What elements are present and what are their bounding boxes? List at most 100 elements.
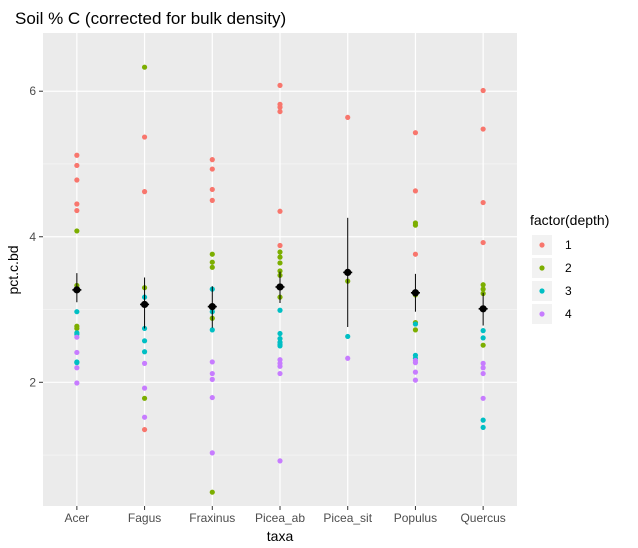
chart-title: Soil % C (corrected for bulk density): [15, 9, 286, 28]
data-point: [412, 377, 419, 383]
x-tick-label: Quercus: [460, 511, 505, 525]
data-point: [480, 342, 486, 348]
data-point: [277, 458, 283, 464]
data-point: [277, 260, 283, 266]
data-point: [141, 64, 148, 70]
legend: factor(depth) 1 2 3 4: [530, 212, 609, 324]
data-point: [74, 228, 80, 234]
data-point: [74, 334, 80, 340]
legend-swatch: [539, 265, 545, 271]
data-point: [480, 417, 486, 423]
data-point: [141, 134, 148, 140]
data-point: [209, 166, 215, 172]
data-point: [209, 359, 215, 365]
data-point: [74, 325, 80, 332]
data-point: [141, 426, 148, 433]
data-point: [209, 259, 215, 265]
data-points: [74, 64, 486, 495]
data-point: [74, 152, 80, 158]
data-point: [480, 335, 486, 341]
data-point: [141, 395, 148, 401]
data-point: [412, 130, 419, 136]
legend-label: 4: [565, 307, 572, 321]
data-point: [480, 87, 486, 94]
data-point: [209, 197, 215, 203]
data-point: [74, 207, 80, 214]
data-point: [74, 177, 80, 183]
data-point: [480, 365, 486, 371]
data-point: [277, 254, 283, 260]
data-point: [480, 282, 486, 288]
data-point: [480, 239, 486, 246]
data-point: [141, 414, 148, 420]
data-point: [412, 251, 419, 257]
y-tick-label: 2: [29, 375, 36, 389]
x-tick-label: Picea_sit: [323, 511, 372, 525]
legend-swatch: [539, 242, 545, 248]
legend-label: 2: [565, 261, 572, 275]
y-tick-label: 6: [29, 84, 36, 98]
data-point: [277, 343, 283, 349]
data-point: [345, 114, 351, 121]
data-point: [480, 370, 486, 377]
data-point: [209, 186, 215, 193]
legend-title: factor(depth): [530, 212, 609, 228]
legend-swatch: [539, 288, 545, 294]
data-point: [412, 360, 419, 366]
data-point: [277, 336, 283, 342]
data-point: [412, 327, 419, 333]
x-tick-label: Picea_ab: [255, 511, 305, 525]
legend-swatch: [539, 311, 545, 317]
data-point: [412, 321, 419, 327]
data-point: [74, 162, 80, 169]
data-point: [412, 222, 419, 228]
data-point: [209, 489, 215, 495]
data-point: [480, 395, 486, 401]
data-point: [74, 380, 80, 386]
x-tick-label: Acer: [65, 511, 90, 525]
data-point: [209, 376, 215, 382]
x-tick-label: Fraxinus: [189, 511, 235, 525]
data-point: [480, 286, 486, 292]
data-point: [345, 355, 351, 361]
data-point: [74, 360, 80, 366]
data-point: [277, 268, 283, 274]
data-point: [141, 338, 148, 344]
data-point: [141, 349, 148, 355]
data-point: [345, 333, 351, 340]
data-point: [209, 264, 215, 270]
data-point: [209, 394, 215, 401]
data-point: [209, 327, 215, 333]
data-point: [480, 126, 486, 132]
data-point: [209, 157, 215, 163]
data-point: [277, 82, 283, 88]
axis-ticks: 2 4 6 Acer Fagus Fraxinus Picea_ab Picea_sit Pop…: [29, 84, 506, 525]
data-point: [412, 369, 419, 375]
data-point: [480, 328, 486, 334]
data-point: [277, 249, 283, 255]
data-point: [412, 188, 419, 194]
data-point: [277, 357, 283, 363]
data-point: [480, 360, 486, 366]
data-point: [277, 104, 283, 110]
data-point: [277, 208, 283, 214]
legend-label: 3: [565, 284, 572, 298]
x-tick-label: Populus: [394, 511, 437, 525]
data-point: [277, 363, 283, 369]
data-point: [480, 199, 486, 206]
data-point: [209, 450, 215, 456]
data-point: [74, 349, 80, 356]
data-point: [74, 309, 80, 315]
data-point: [141, 360, 148, 366]
x-tick-label: Fagus: [128, 511, 161, 525]
data-point: [74, 365, 80, 371]
data-point: [480, 424, 486, 431]
data-point: [141, 385, 148, 391]
data-point: [277, 307, 283, 313]
data-point: [74, 201, 80, 207]
data-point: [277, 330, 283, 337]
summary-markers: [72, 217, 488, 329]
data-point: [141, 189, 148, 195]
data-point: [277, 108, 283, 115]
